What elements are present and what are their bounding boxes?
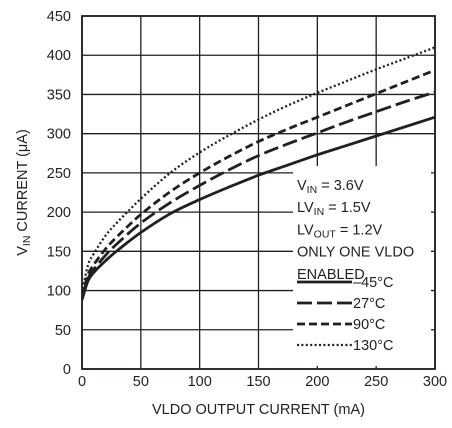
legend-label-4: 130°C <box>353 338 393 354</box>
plot-frame <box>81 15 436 370</box>
y-tick-label: 450 <box>47 9 71 25</box>
x-tick-label: 150 <box>246 374 270 390</box>
condition-line-main: V <box>297 178 307 194</box>
condition-line: LVIN = 1.5V <box>297 200 371 218</box>
y-axis-title: VIN CURRENT (μA) <box>15 129 33 256</box>
x-tick-label: 100 <box>188 374 212 390</box>
condition-line-rest: = 3.6V <box>317 178 364 194</box>
y-tick-label: 50 <box>55 323 71 339</box>
y-tick-label: 350 <box>47 87 71 103</box>
y-tick-label: 300 <box>47 127 71 143</box>
condition-line: VIN = 3.6V <box>297 178 364 196</box>
condition-line-sub: IN <box>314 206 325 218</box>
condition-line-rest: = 1.5V <box>324 200 371 216</box>
x-tick-label: 250 <box>364 374 388 390</box>
x-tick-label: 300 <box>423 374 447 390</box>
y-axis-title-main: V <box>15 246 31 256</box>
y-axis-title-rest: CURRENT (μA) <box>15 129 31 235</box>
series-line-3 <box>82 68 435 298</box>
x-tick-label: 50 <box>133 374 149 390</box>
y-tick-label: 100 <box>47 284 71 300</box>
legend-label-2: 27°C <box>353 296 385 312</box>
condition-line: ONLY ONE VLDO <box>297 245 414 261</box>
condition-line: LVOUT = 1.2V <box>297 222 383 240</box>
condition-line: ENABLED <box>297 267 365 283</box>
condition-line-rest: = 1.2V <box>336 222 383 238</box>
condition-line-sub: IN <box>307 184 318 196</box>
condition-line-main: ENABLED <box>297 267 365 283</box>
legend-label-1: –45°C <box>353 275 393 291</box>
condition-line-main: ONLY ONE VLDO <box>297 245 414 261</box>
y-tick-label: 0 <box>63 362 71 378</box>
y-tick-label: 150 <box>47 244 71 260</box>
y-tick-label: 250 <box>47 166 71 182</box>
y-tick-label: 400 <box>47 48 71 64</box>
condition-line-sub: OUT <box>314 228 337 240</box>
x-tick-label: 0 <box>78 374 86 390</box>
x-tick-label: 200 <box>305 374 329 390</box>
series-line-1 <box>82 115 435 301</box>
condition-line-main: LV <box>297 200 314 216</box>
y-tick-label: 200 <box>47 205 71 221</box>
y-axis-title-sub: IN <box>21 236 33 247</box>
annotation-background <box>293 166 431 366</box>
legend-label-3: 90°C <box>353 317 385 333</box>
condition-line-main: LV <box>297 222 314 238</box>
x-axis-title: VLDO OUTPUT CURRENT (mA) <box>152 402 365 418</box>
series-line-2 <box>82 90 435 299</box>
